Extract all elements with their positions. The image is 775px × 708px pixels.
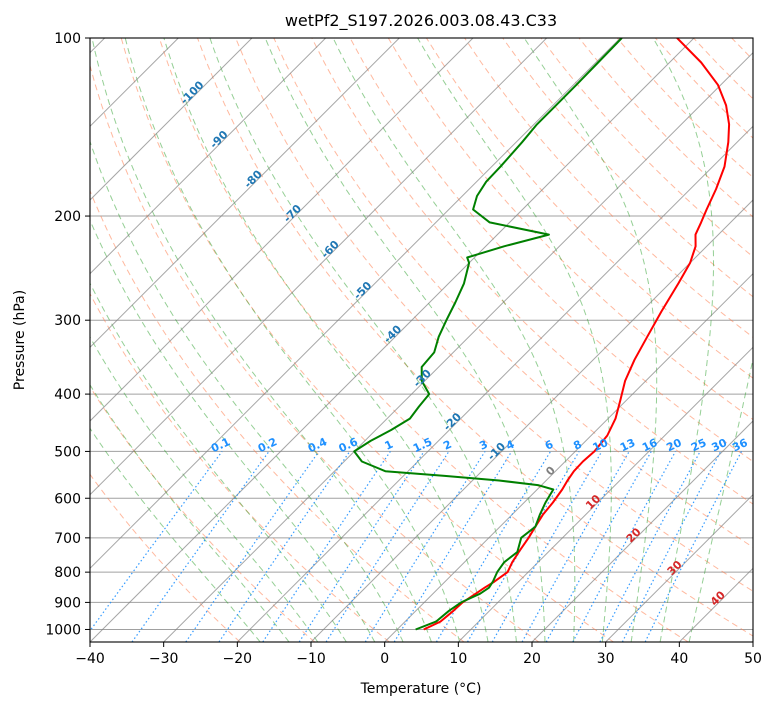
dry-adiabat-line	[464, 38, 753, 338]
y-axis-title: Pressure (hPa)	[12, 290, 28, 390]
moist-adiabat-line	[163, 38, 489, 642]
isotherm-line	[457, 346, 753, 642]
dry-adiabat-line	[235, 38, 753, 592]
isotherm-line	[236, 125, 753, 642]
y-tick-label: 700	[54, 531, 81, 547]
profile-lines	[353, 38, 731, 631]
dry-adiabat-line	[311, 38, 753, 505]
dry-adiabat-line	[120, 38, 614, 642]
moist-adiabat-line	[90, 139, 404, 642]
moist-adiabat-line	[264, 38, 546, 642]
plot-frame	[89, 37, 754, 643]
isotherm-line	[90, 38, 548, 496]
isotherm-line	[384, 272, 753, 642]
x-tick-label: −30	[149, 651, 179, 667]
mixing-ratio-line	[262, 451, 391, 642]
mixing-ratio-line	[521, 451, 630, 642]
dry-adiabat-line	[158, 38, 689, 642]
dry-adiabat-line	[425, 38, 753, 379]
isotherm-line	[90, 38, 695, 642]
moist-adiabat-line	[90, 336, 319, 642]
x-tick-label: 50	[744, 651, 762, 667]
axis-ticks: −40 −30 −20 −10 0 10 20 30 40 50 100 200 300 400 500 60…	[45, 31, 762, 667]
mixing-ratio-label: 16	[640, 436, 660, 454]
mixing-ratio-line	[644, 451, 743, 642]
dry-adiabat-line	[273, 38, 753, 548]
dry-adiabat-line	[90, 292, 390, 642]
isotherm-line	[90, 38, 327, 275]
dry-adiabat-line	[90, 189, 465, 642]
x-axis-title: Temperature (°C)	[360, 681, 482, 697]
mixing-ratio-label: 13	[618, 436, 637, 454]
moist-adiabat-line	[417, 38, 612, 642]
x-tick-label: −10	[296, 651, 326, 667]
mixing-ratio-line	[572, 451, 677, 642]
isotherm-line	[90, 38, 621, 570]
plot-area	[90, 38, 753, 642]
x-tick-label: 20	[523, 651, 541, 667]
y-tick-label: 600	[54, 491, 81, 507]
dry-adiabat-line	[90, 63, 540, 642]
y-tick-label: 900	[54, 595, 81, 611]
mixing-ratio-line	[621, 451, 722, 642]
mixing-ratio-line	[325, 451, 450, 642]
mixing-ratio-line	[185, 451, 320, 642]
temperature-line	[423, 38, 731, 631]
mixing-ratio-label: 30	[710, 436, 730, 454]
y-tick-label: 200	[54, 209, 81, 225]
isotherm-line	[531, 420, 753, 642]
mixing-ratio-line	[298, 451, 425, 642]
y-tick-label: 100	[54, 31, 81, 47]
y-tick-label: 800	[54, 565, 81, 581]
moist-adiabat-line	[90, 282, 347, 642]
x-tick-label: 40	[670, 651, 688, 667]
mixing-ratio-line	[218, 451, 351, 642]
moist-adiabat-line	[688, 356, 753, 642]
mixing-ratio-line	[545, 451, 652, 642]
x-tick-label: 0	[380, 651, 389, 667]
moist-adiabat-line	[91, 38, 432, 642]
moist-adiabat-line	[90, 218, 376, 642]
dry-adiabat-line	[90, 385, 316, 642]
dewpoint-line	[353, 38, 623, 631]
chart-title: wetPf2_S197.2026.003.08.43.C33	[285, 11, 557, 31]
moist-adiabat-line	[124, 38, 461, 642]
dry-adiabat-line	[90, 473, 241, 642]
dry-adiabat-line	[349, 38, 753, 463]
y-tick-label: 400	[54, 387, 81, 403]
moist-adiabat-line	[523, 38, 658, 642]
mixing-ratio-line	[131, 451, 270, 642]
x-tick-label: −20	[223, 651, 253, 667]
isotherm-line	[90, 38, 474, 422]
moist-adiabat-line	[90, 427, 261, 642]
moist-adiabat-line	[209, 38, 517, 642]
mixing-ratio-line	[393, 451, 513, 642]
isotherm-line	[605, 493, 753, 642]
x-tick-label: 30	[597, 651, 615, 667]
x-tick-label: 10	[449, 651, 467, 667]
isotherm-line	[90, 38, 253, 201]
mixing-ratio-label: 25	[689, 436, 708, 454]
moist-adiabat-line	[652, 38, 714, 642]
mixing-ratio-label: 10	[591, 436, 611, 454]
dry-adiabat-line	[387, 38, 753, 421]
moist-adiabat-line	[90, 383, 290, 642]
isotherm-line	[90, 38, 400, 349]
y-tick-label: 500	[54, 444, 81, 460]
y-tick-label: 300	[54, 313, 81, 329]
background-lines	[90, 38, 753, 642]
isotherm-line	[163, 51, 753, 642]
dry-adiabat-line	[502, 38, 753, 298]
y-tick-label: 1000	[45, 622, 81, 638]
mixing-ratio-label: 20	[664, 436, 684, 454]
mixing-ratio-line	[90, 451, 223, 632]
x-tick-label: −40	[75, 651, 105, 667]
isotherm-line	[310, 199, 753, 642]
mixing-ratio-label: 36	[730, 436, 750, 454]
